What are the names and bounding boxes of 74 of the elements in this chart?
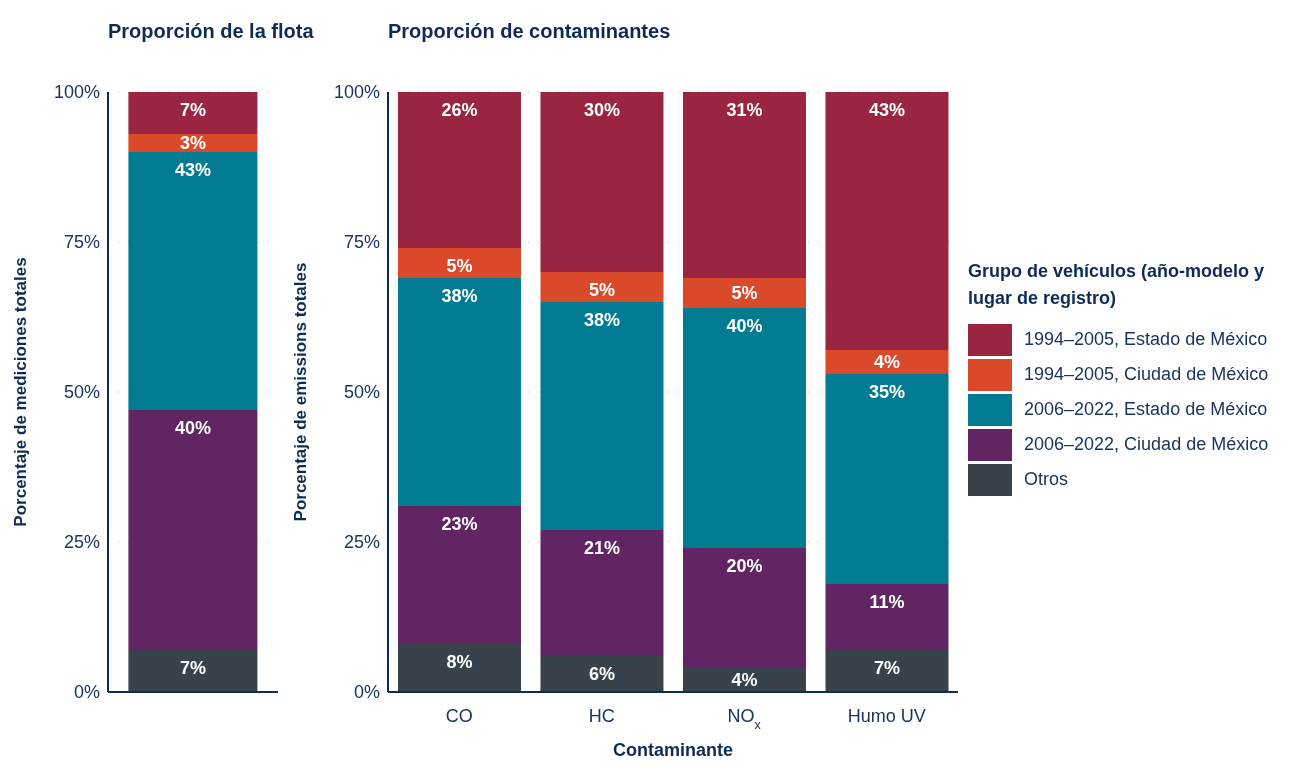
bar [397,92,521,248]
data-label: 3% [179,133,206,153]
y-tick-label: 25% [343,532,380,553]
legend-label: Otros [1024,469,1069,490]
y-tick-label: 75% [343,232,380,253]
data-label: 40% [726,316,763,336]
bar [128,410,258,650]
bar [540,272,664,302]
y-axis-title: Porcentaje de mediciones totales [11,257,31,527]
data-label: 43% [174,160,211,180]
legend-label: 2006–2022, Ciudad de México [1024,434,1269,455]
data-label: 35% [868,382,905,402]
bar [397,248,521,278]
data-label: 4% [731,670,758,690]
legend-label: 1994–2005, Estado de México [1024,329,1268,350]
y-tick-label: 100% [53,82,100,103]
data-label: 7% [873,658,900,678]
y-tick-label: 100% [333,82,380,103]
x-tick-label: NO$_{x}$ [727,706,762,732]
data-label: 43% [868,100,905,120]
bar [540,302,664,530]
data-label: 6% [588,664,615,684]
bar [825,584,949,650]
data-label: 30% [583,100,620,120]
y-tick-label: 0% [73,682,100,703]
bar [397,506,521,644]
legend-title: Grupo de vehículos (año-modelo y lugar de registro) [968,260,1266,310]
legend-label: 1994–2005, Ciudad de México [1024,364,1269,385]
chart-title: Proporción de contaminantes [388,20,671,43]
bar [397,278,521,506]
data-label: 5% [588,280,615,300]
data-label: 40% [174,418,211,438]
data-label: 7% [179,658,206,678]
y-axis-title: Porcentaje de emissions totales [291,262,311,522]
bar [128,152,258,410]
bar [682,92,806,278]
data-label: 38% [583,310,620,330]
bar [825,350,949,374]
legend-label: 2006–2022, Estado de México [1024,399,1268,420]
bar [540,656,664,692]
bar [397,644,521,692]
data-label: 23% [441,514,478,534]
bar [128,650,258,692]
bar [682,548,806,668]
bar [825,92,949,350]
data-label: 21% [583,538,620,558]
y-tick-label: 50% [63,382,100,403]
x-tick-label: HC [588,706,615,726]
x-tick-label: CO [445,706,473,726]
bar [540,530,664,656]
bar [825,374,949,584]
data-label: 31% [726,100,763,120]
data-label: 26% [441,100,478,120]
chart-title: Proporción de la flota [108,20,314,43]
data-label: 8% [446,652,473,672]
y-tick-label: 50% [343,382,380,403]
data-label: 5% [446,256,473,276]
bar [682,308,806,548]
x-axis-title: Contaminante [612,740,734,760]
data-label: 11% [869,592,905,612]
data-label: 20% [726,556,763,576]
bar [540,92,664,272]
bar [128,92,258,134]
data-label: 7% [179,100,206,120]
bar [682,278,806,308]
bar [128,134,258,152]
y-tick-label: 0% [353,682,380,703]
x-tick-label: Humo UV [847,706,926,726]
data-label: 4% [873,352,900,372]
y-tick-label: 25% [63,532,100,553]
bar [825,650,949,692]
data-label: 38% [441,286,478,306]
data-label: 5% [731,283,758,303]
y-tick-label: 75% [63,232,100,253]
